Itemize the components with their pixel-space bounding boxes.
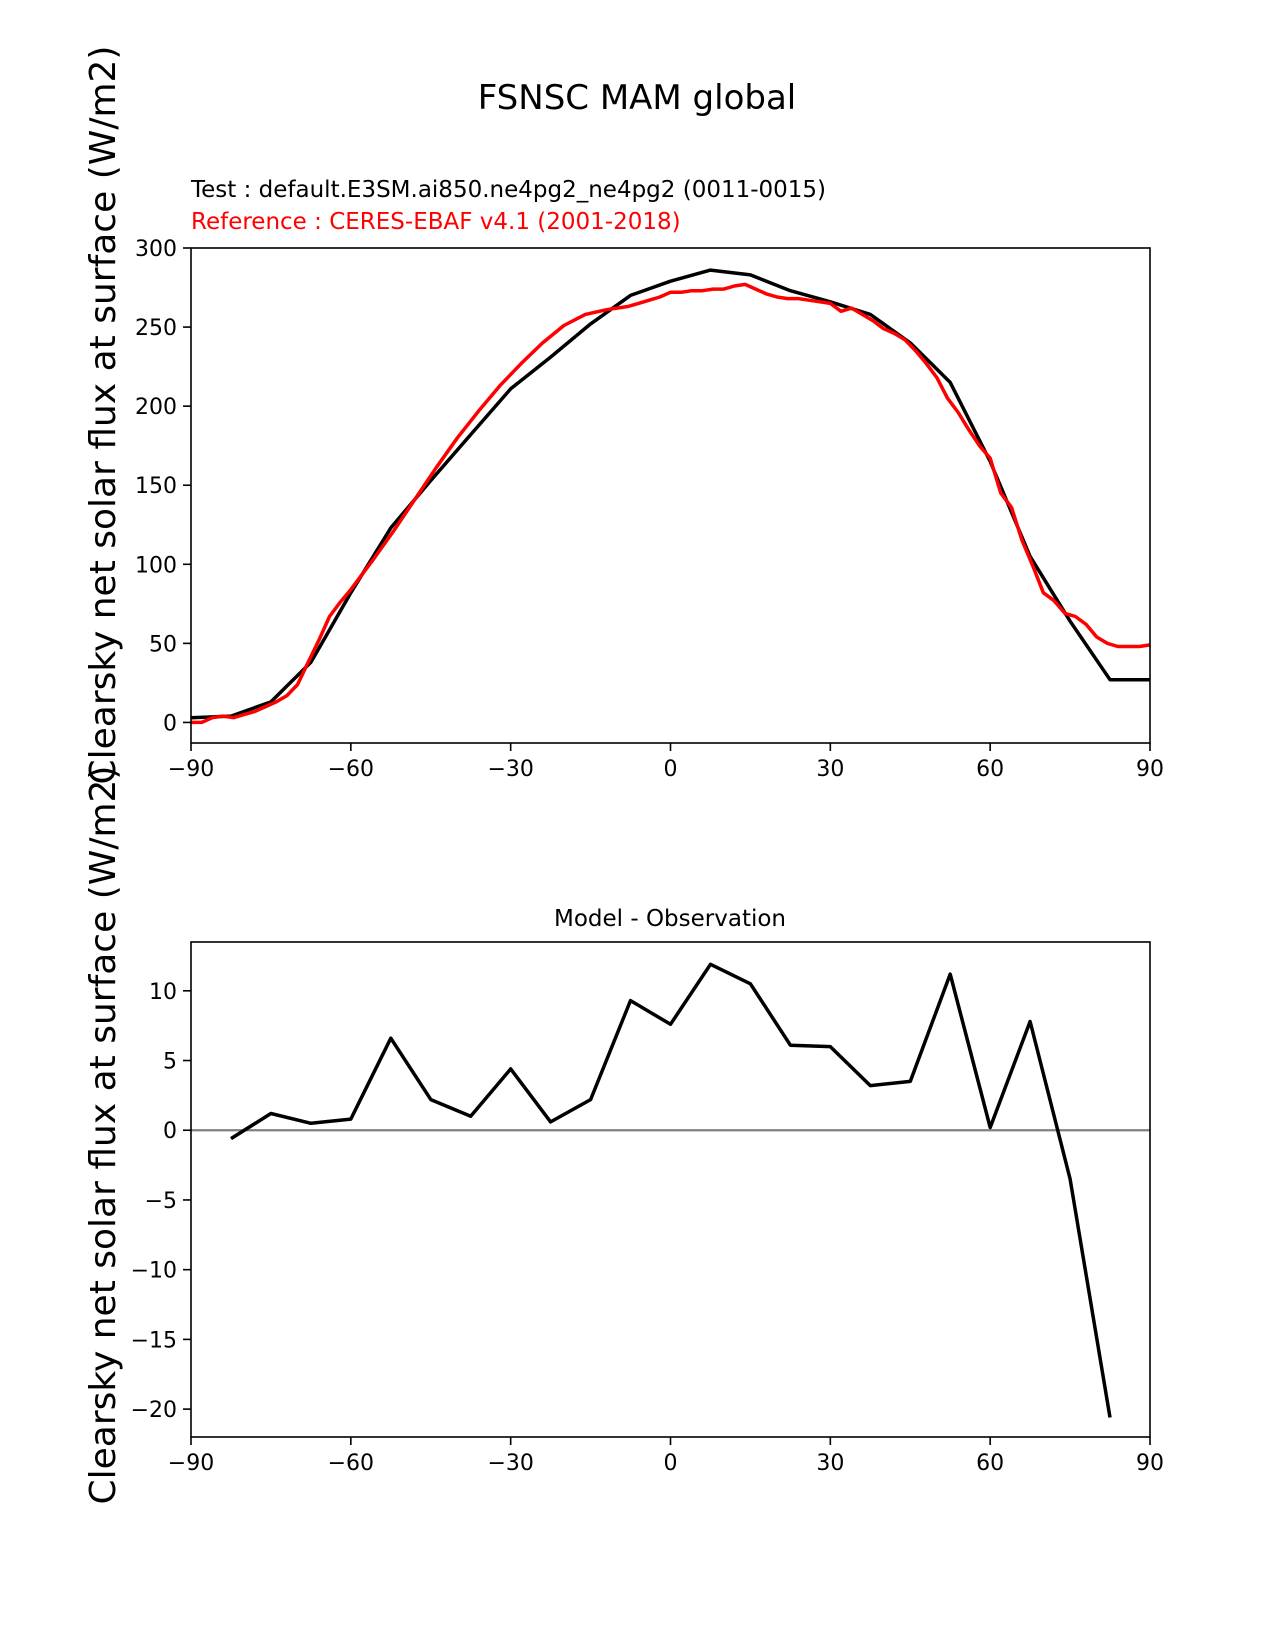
y-tick-label: 300 xyxy=(135,237,177,262)
x-tick-label: −60 xyxy=(328,1451,374,1476)
x-tick-label: 30 xyxy=(816,1451,844,1476)
series-line-model-observation xyxy=(230,962,1112,1418)
y-tick-label: 200 xyxy=(135,395,177,420)
x-tick-label: 90 xyxy=(1136,757,1164,782)
y-tick-label: −20 xyxy=(131,1398,177,1423)
y-tick-label: 10 xyxy=(149,980,177,1005)
x-tick-label: −90 xyxy=(168,757,214,782)
y-tick-label: 0 xyxy=(163,1119,177,1144)
bottom-y-axis-label: Clearsky net solar flux at surface (W/m2… xyxy=(83,766,124,1505)
x-tick-label: 60 xyxy=(976,1451,1004,1476)
y-tick-label: 250 xyxy=(135,316,177,341)
y-tick-label: 0 xyxy=(163,711,177,736)
reference-label: Reference : CERES-EBAF v4.1 (2001-2018) xyxy=(191,209,681,235)
y-tick-label: 50 xyxy=(149,632,177,657)
x-tick-label: −30 xyxy=(487,1451,533,1476)
x-tick-label: −90 xyxy=(168,1451,214,1476)
x-tick-label: 90 xyxy=(1136,1451,1164,1476)
y-tick-label: 100 xyxy=(135,553,177,578)
series-line-test xyxy=(190,268,1150,720)
x-tick-label: −30 xyxy=(487,757,533,782)
test-label: Test : default.E3SM.ai850.ne4pg2_ne4pg2 … xyxy=(190,177,826,203)
plot-frame xyxy=(190,941,1151,1438)
y-tick-label: 150 xyxy=(135,474,177,499)
top-panel: −90 −60 −30 0 30 60 90 0 50 100 150 200 250 300 xyxy=(135,237,1164,782)
bottom-panel-title: Model - Observation xyxy=(554,906,786,932)
y-tick-label: −15 xyxy=(131,1328,177,1353)
x-tick-label: −60 xyxy=(328,757,374,782)
y-tick-label: −5 xyxy=(145,1189,177,1214)
x-tick-label: 0 xyxy=(664,1451,678,1476)
x-tick-label: 60 xyxy=(976,757,1004,782)
figure-title: FSNSC MAM global xyxy=(478,78,797,118)
y-tick-label: 5 xyxy=(163,1050,177,1075)
y-tick-label: −10 xyxy=(131,1259,177,1284)
bottom-panel: −90 −60 −30 0 30 60 90 −20 −15 −10 −5 0 5 10 xyxy=(131,941,1164,1476)
top-y-axis-label: Clearsky net solar flux at surface (W/m2… xyxy=(83,46,124,785)
x-tick-label: 0 xyxy=(664,757,678,782)
x-tick-label: 30 xyxy=(816,757,844,782)
series-line-reference xyxy=(191,282,1151,725)
